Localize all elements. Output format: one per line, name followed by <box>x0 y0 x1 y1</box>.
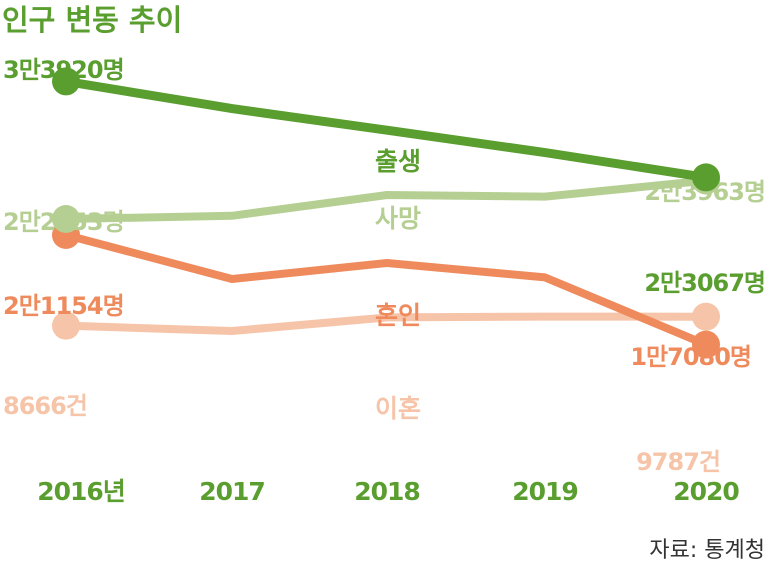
series-start-point <box>52 205 80 233</box>
series-end-point <box>692 330 720 359</box>
x-axis-ticks: 2016년 2017 2018 2019 2020 <box>37 477 740 506</box>
series-line <box>62 231 710 349</box>
series-line <box>61 76 711 182</box>
series-end-label: 1만7080명 <box>630 343 751 371</box>
series-end-label: 2만3067명 <box>644 269 765 297</box>
series-end-label: 9787건 <box>636 448 720 476</box>
series-name-label: 이혼 <box>375 394 421 423</box>
series-1: 3만3920명 2만3067명 출생 <box>3 56 766 297</box>
x-tick-label: 2020 <box>673 477 739 506</box>
series-start-point <box>52 67 80 96</box>
x-tick-label: 2016년 <box>37 477 125 506</box>
series-start-label: 3만3920명 <box>3 56 124 84</box>
series-start-label: 8666건 <box>3 392 87 420</box>
series-end-point <box>692 163 720 192</box>
series-start-point <box>52 311 80 340</box>
series-name-label: 사망 <box>375 204 421 233</box>
series-layer: 8666건 9787건 이혼 2만1154명 1만7080명 혼인 2만2053명2만396… <box>3 56 766 476</box>
series-name-label: 출생 <box>375 147 421 176</box>
series-line <box>62 176 710 223</box>
source-note: 자료: 통계청 <box>649 538 765 561</box>
series-end-point <box>692 302 720 331</box>
series-3: 2만1154명 1만7080명 혼인 <box>3 221 752 371</box>
series-name-label: 혼인 <box>375 301 421 330</box>
series-start-label: 2만1154명 <box>3 292 124 320</box>
series-line <box>62 312 710 335</box>
series-4: 8666건 9787건 이혼 <box>3 302 721 476</box>
chart-title: 인구 변동 추이 <box>2 3 182 37</box>
x-tick-label: 2017 <box>199 477 265 506</box>
x-tick-label: 2019 <box>512 477 578 506</box>
series-start-label: 2만2053명 <box>3 208 124 236</box>
x-tick-label: 2018 <box>354 477 420 506</box>
